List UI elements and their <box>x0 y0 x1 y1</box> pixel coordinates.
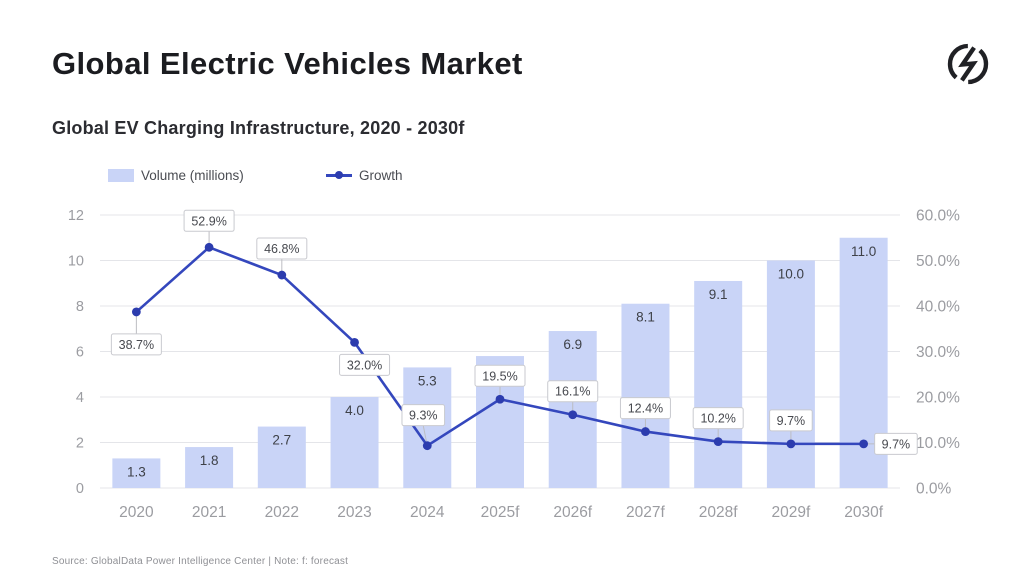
bar-2021 <box>185 447 234 488</box>
volume-swatch-icon <box>108 168 134 182</box>
legend-growth-label: Growth <box>359 167 403 183</box>
x-axis-label: 2023 <box>337 504 371 521</box>
growth-point-2024 <box>422 441 432 451</box>
growth-label: 9.3% <box>409 409 438 423</box>
growth-label-box <box>874 432 918 455</box>
x-axis-label: 2029f <box>772 504 811 521</box>
growth-label-box <box>547 380 599 403</box>
growth-label: 12.4% <box>628 402 663 416</box>
growth-label-box <box>183 209 235 232</box>
bar-value-label: 5.3 <box>418 373 437 388</box>
growth-label: 16.1% <box>555 385 590 399</box>
left-axis-tick: 8 <box>76 299 84 315</box>
growth-label: 19.5% <box>482 369 517 383</box>
bar-2022 <box>257 426 306 488</box>
growth-label: 9.7% <box>882 437 911 451</box>
bar-value-label: 9.1 <box>709 287 728 302</box>
growth-point-2020 <box>131 307 141 317</box>
right-axis-tick: 40.0% <box>916 299 960 316</box>
x-axis-label: 2026f <box>553 504 592 521</box>
bar-value-label: 2.7 <box>272 433 291 448</box>
left-axis-tick: 0 <box>76 481 84 497</box>
bar-value-label: 8.1 <box>636 310 655 325</box>
chart-subtitle: Global EV Charging Infrastructure, 2020 … <box>52 118 465 138</box>
growth-label-box <box>769 409 813 432</box>
source-note: Source: GlobalData Power Intelligence Ce… <box>52 556 349 567</box>
legend-item-volume: Volume (millions) <box>108 167 244 183</box>
growth-label: 10.2% <box>700 412 735 426</box>
x-axis-label: 2024 <box>410 504 445 521</box>
growth-label: 9.7% <box>777 414 806 428</box>
growth-label-box <box>401 404 446 427</box>
bar-2023 <box>330 397 379 488</box>
left-axis-tick: 12 <box>68 208 84 224</box>
growth-point-2027f <box>641 427 650 436</box>
growth-label: 38.7% <box>119 338 154 352</box>
x-axis-label: 2021 <box>192 504 226 521</box>
left-axis-tick: 6 <box>76 345 84 361</box>
x-axis-label: 2022 <box>265 504 299 521</box>
page-title: Global Electric Vehicles Market <box>52 46 523 81</box>
left-axis-tick: 4 <box>76 390 84 406</box>
bar-value-label: 6.9 <box>563 337 582 352</box>
growth-label-box <box>339 353 391 376</box>
bar-2027f <box>621 303 670 488</box>
x-axis-label: 2028f <box>699 504 738 521</box>
bar-value-label: 1.3 <box>127 464 146 479</box>
growth-point-2021 <box>204 242 214 252</box>
growth-point-2028f <box>713 437 723 446</box>
right-axis-tick: 30.0% <box>916 344 960 361</box>
growth-label-box <box>619 397 671 420</box>
x-axis-label: 2030f <box>844 504 883 521</box>
growth-point-2022 <box>277 270 287 280</box>
growth-label: 32.0% <box>347 358 382 372</box>
bar-value-label: 1.8 <box>200 453 219 468</box>
x-axis-label: 2025f <box>481 504 520 521</box>
right-axis-tick: 0.0% <box>916 481 952 498</box>
x-axis-label: 2020 <box>119 504 154 521</box>
growth-line-marker-icon <box>326 169 352 182</box>
left-axis-tick: 2 <box>76 436 84 452</box>
growth-label-box <box>692 407 744 430</box>
growth-label: 46.8% <box>264 242 299 256</box>
growth-point-2023 <box>350 338 359 347</box>
growth-label-box <box>474 364 526 387</box>
growth-point-2025f <box>495 394 505 404</box>
bar-2029f <box>766 260 815 488</box>
growth-point-2030f <box>859 439 869 449</box>
right-axis-tick: 10.0% <box>916 435 960 452</box>
growth-label-box <box>256 237 308 260</box>
legend-item-growth: Growth <box>326 167 403 183</box>
globaldata-logo-icon <box>947 43 989 85</box>
bar-value-label: 10.0 <box>778 267 804 282</box>
growth-label-box <box>110 333 162 356</box>
right-axis-tick: 60.0% <box>916 208 960 225</box>
growth-point-2026f <box>568 410 578 420</box>
right-axis-tick: 50.0% <box>916 253 960 270</box>
x-axis-label: 2027f <box>626 504 665 521</box>
bar-2028f <box>694 280 743 488</box>
left-axis-tick: 10 <box>68 254 84 270</box>
legend-volume-label: Volume (millions) <box>141 167 244 183</box>
growth-label: 52.9% <box>191 214 226 228</box>
bar-value-label: 11.0 <box>851 244 876 259</box>
bar-value-label: 4.0 <box>345 403 364 418</box>
growth-dot-icon <box>335 171 343 179</box>
bar-2020 <box>112 458 161 488</box>
bar-2024 <box>403 367 452 488</box>
right-axis-tick: 20.0% <box>916 390 960 407</box>
growth-point-2029f <box>786 439 796 449</box>
